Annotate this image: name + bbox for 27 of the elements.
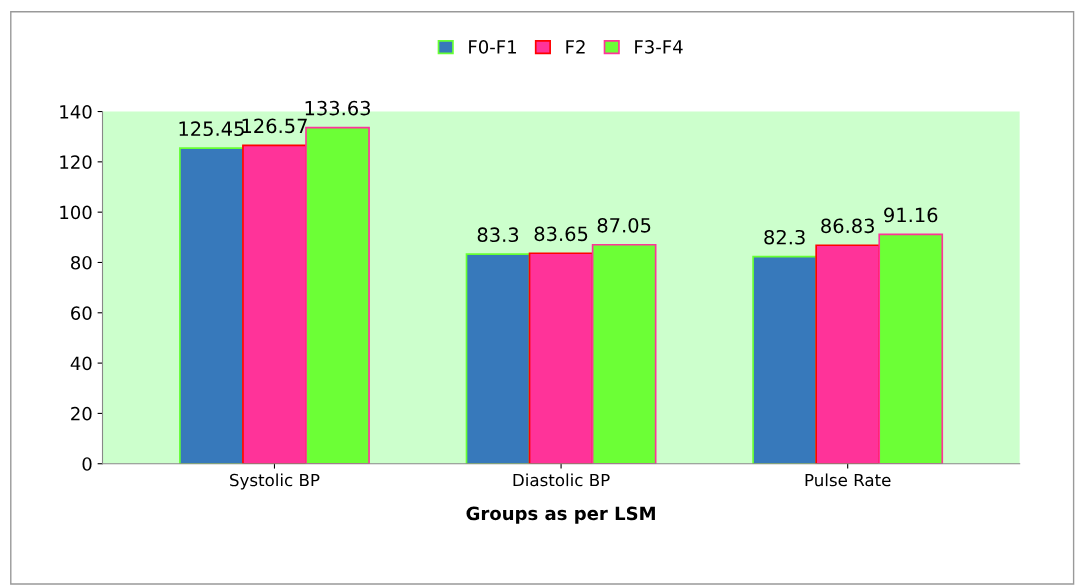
data-label: 91.16 <box>884 207 938 223</box>
data-label: 133.63 <box>305 100 370 116</box>
legend-label: F3-F4 <box>635 40 683 54</box>
data-label: 87.05 <box>597 217 651 233</box>
y-tick-label: 0 <box>82 457 92 471</box>
y-tick-label: 40 <box>70 356 92 371</box>
legend-label: F0-F1 <box>469 40 516 54</box>
bar <box>752 255 817 464</box>
bar <box>465 253 531 464</box>
bar <box>179 147 244 464</box>
data-label: 83.65 <box>534 226 588 242</box>
y-tick-label: 60 <box>71 306 92 320</box>
data-label: 83.3 <box>477 227 519 243</box>
data-label: 82.3 <box>764 229 805 245</box>
data-label: 125.45 <box>179 121 244 137</box>
x-tick-label: Pulse Rate <box>805 473 891 487</box>
y-tick-label: 120 <box>60 155 92 169</box>
legend-label: F2 <box>566 40 585 54</box>
y-tick-label: 140 <box>60 104 92 119</box>
x-axis-title: Groups as per LSM <box>466 506 655 524</box>
y-tick-label: 80 <box>71 255 92 270</box>
y-tick-label: 100 <box>60 205 92 220</box>
data-label: 86.83 <box>821 218 874 234</box>
x-tick-label: Diastolic BP <box>513 473 610 487</box>
y-tick-label: 20 <box>71 406 92 421</box>
data-label: 126.57 <box>242 118 307 134</box>
x-tick-label: Systolic BP <box>230 473 320 490</box>
